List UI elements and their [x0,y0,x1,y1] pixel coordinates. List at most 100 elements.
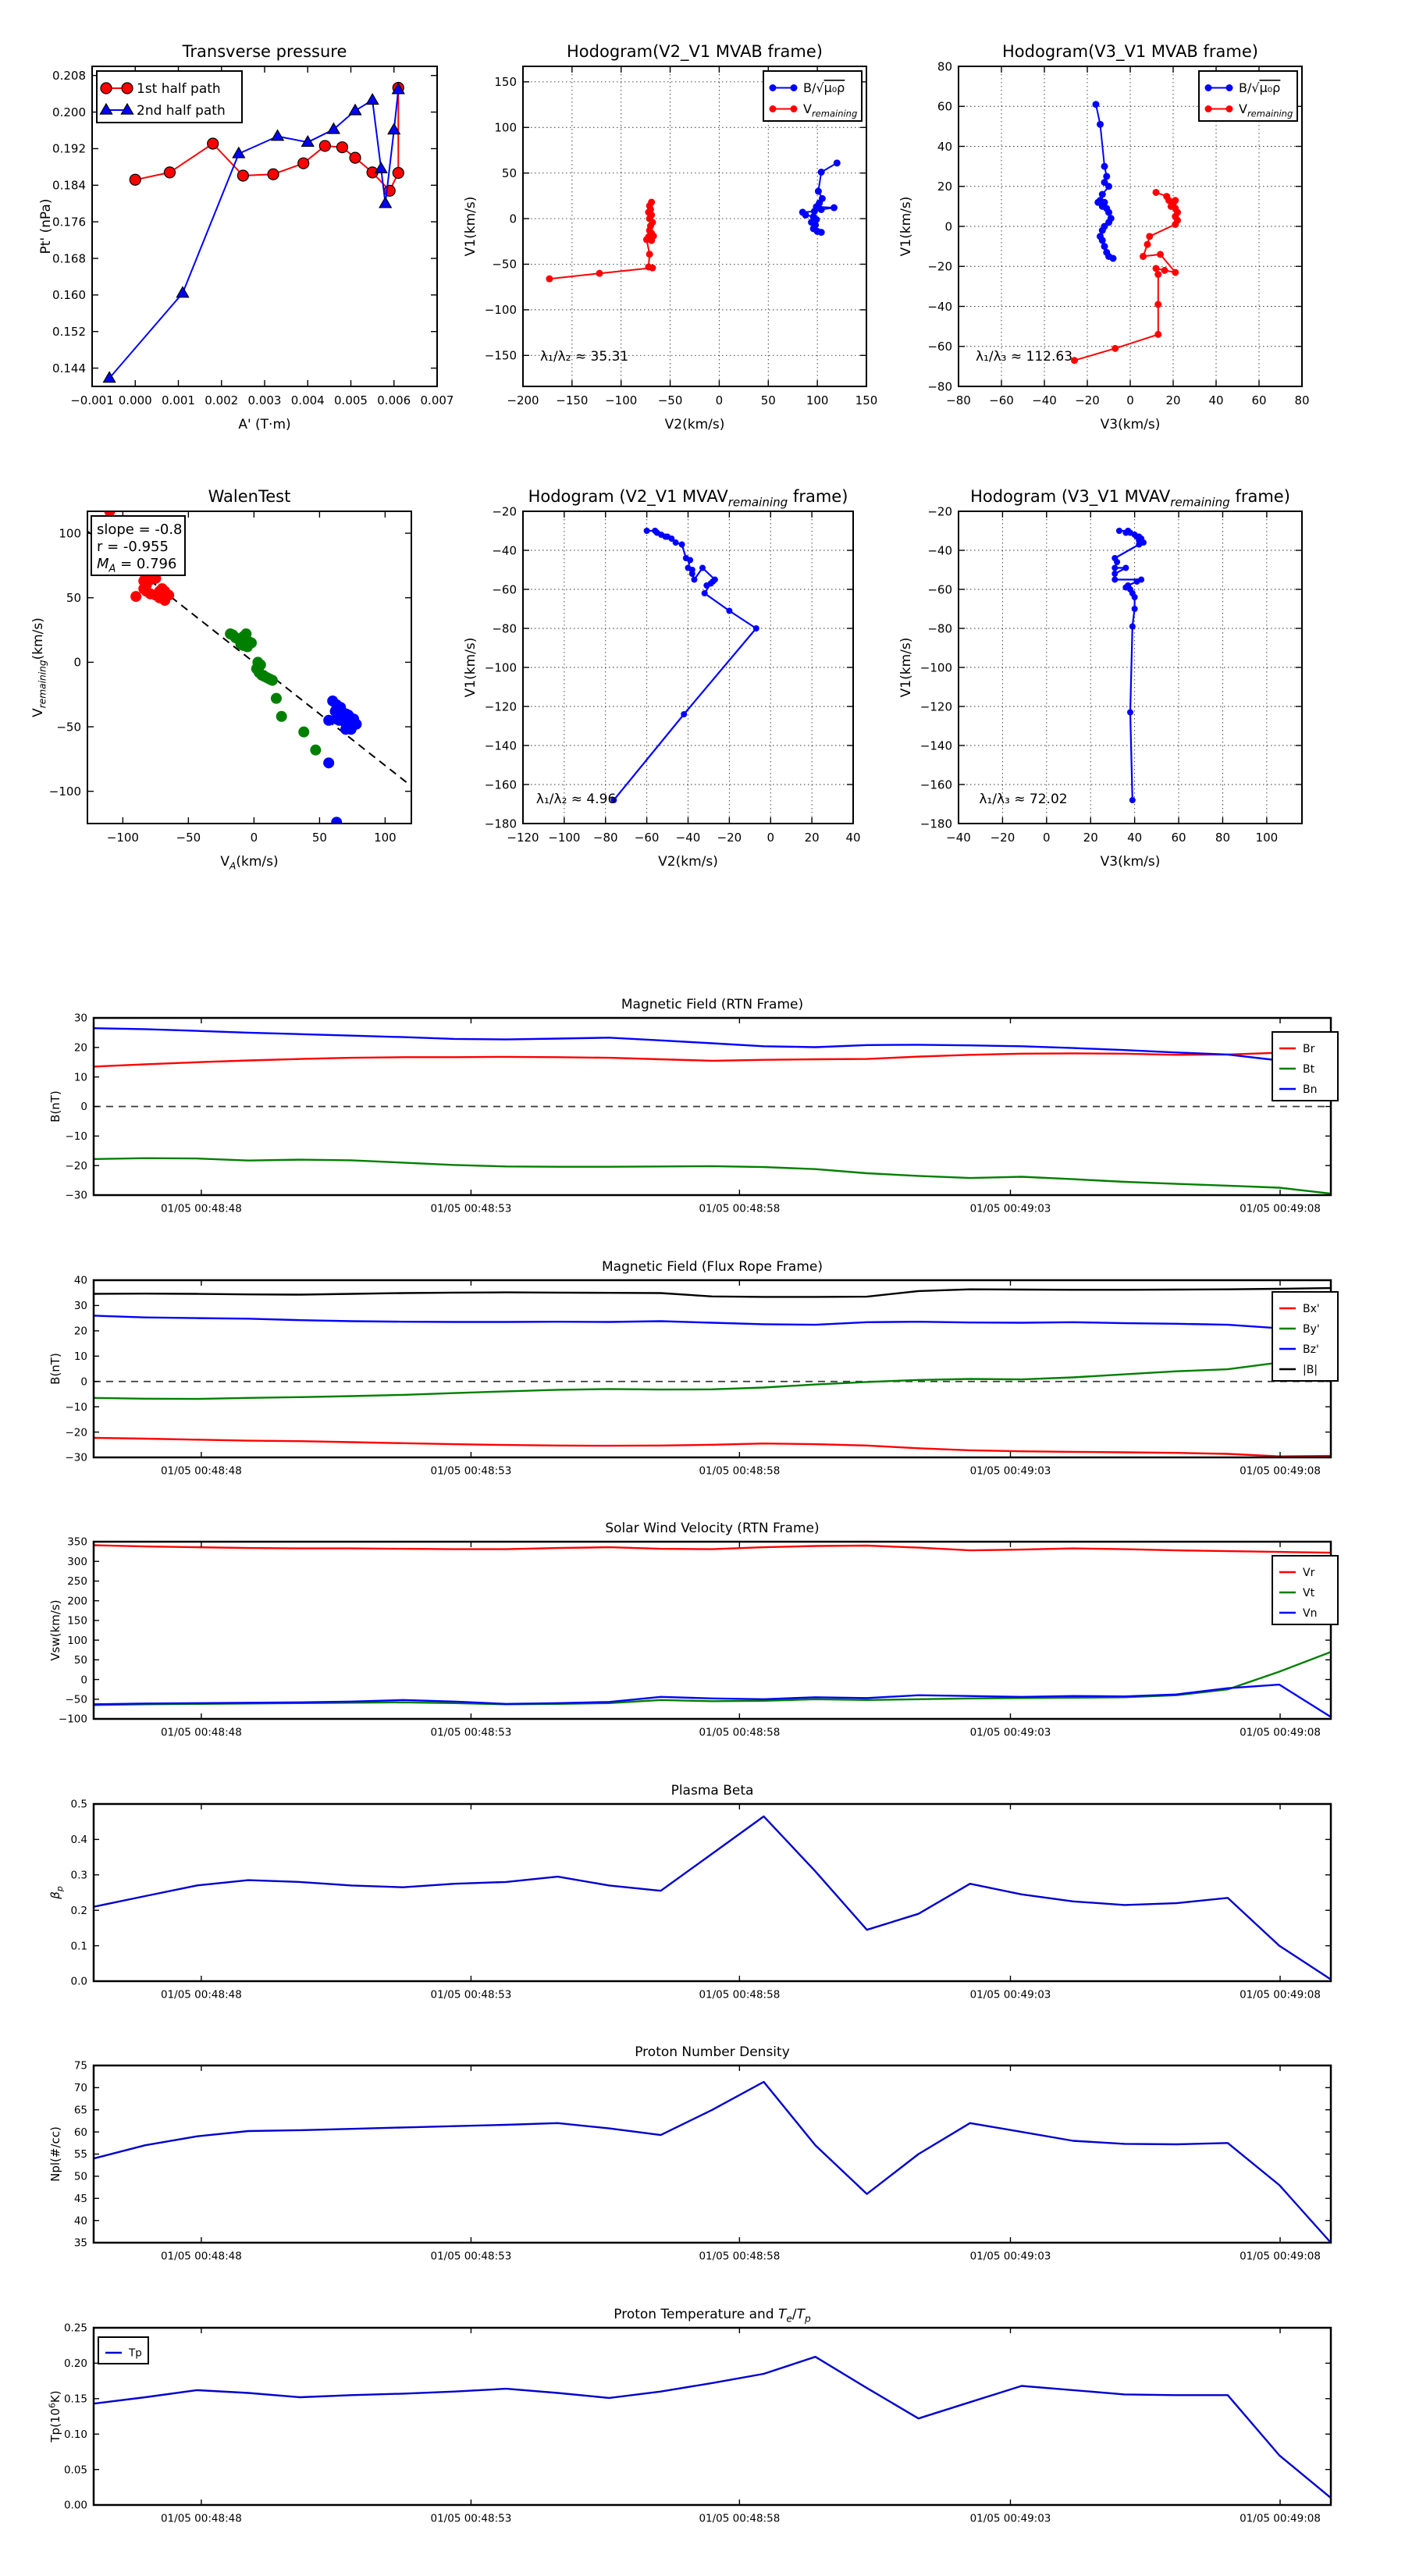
y-tick-label: 35 [74,2237,87,2250]
y-tick-label: 0.3 [71,1870,87,1882]
legend-label-Bz-prime: Bz' [1303,1343,1319,1356]
stats-line: slope = -0.8 [97,521,183,538]
x-tick-label: −100 [605,393,637,407]
y-tick-label: 10 [74,1071,87,1083]
lambda-annotation: λ₁/λ₂ ≈ 35.31 [540,349,628,365]
y-axis-label: V1(km/s) [898,197,914,257]
x-tick-label: 01/05 00:48:53 [431,1203,512,1215]
x-tick-label: 0 [1043,831,1051,845]
y-tick-label: 0.192 [52,142,86,156]
x-tick-label: 01/05 00:48:53 [431,2250,512,2263]
x-tick-label: 0 [716,393,724,407]
x-tick-label: 01/05 00:49:08 [1240,1465,1321,1478]
series-line-By-prime [93,1349,1332,1400]
y-tick-label: −40 [927,300,952,314]
lambda-annotation: λ₁/λ₃ ≈ 112.63 [976,349,1072,365]
y-tick-label: −150 [485,349,517,363]
axes-frame [92,1540,1332,1720]
y-axis-label: B(nT) [48,1091,62,1123]
hodogram-v3v1-mvav: −40 −20 0 20 40 60 80 100 −180 −160 −140 −120 −100 −8… [898,487,1303,870]
y-tick-label: −40 [492,543,517,557]
x-axis-label: V3(km/s) [1101,854,1161,870]
x-tick-label: 01/05 00:49:08 [1240,2250,1321,2263]
legend-label-By-prime: By' [1303,1323,1320,1336]
y-tick-label: 0 [80,1375,87,1388]
y-tick-label: 40 [74,2215,87,2227]
x-tick-label: 0.005 [334,393,368,407]
lambda-annotation: λ₁/λ₂ ≈ 4.96 [536,792,616,807]
y-tick-label: −100 [485,303,517,317]
legend: B/√μ₀ρ Vremaining [1198,70,1298,122]
y-tick-label: 0 [509,212,517,226]
transverse-pressure: −0.001 0.000 0.001 0.002 0.003 0.004 0.005 0.00… [38,42,454,432]
x-tick-label: 0.001 [162,393,195,407]
x-tick-label: 20 [805,831,820,845]
chart-title: Hodogram(V3_V1 MVAB frame) [1002,42,1258,62]
x-tick-label: 80 [1215,831,1230,845]
magnetic-field-flux-rope: 01/05 00:48:48 01/05 00:48:53 01/05 00:48:… [48,1259,1339,1478]
y-axis-label: Pt' (nPa) [38,199,54,254]
x-tick-label: 01/05 00:48:48 [161,1465,242,1478]
y-tick-label: 0.200 [52,105,86,119]
y-tick-label: 0.2 [71,1905,87,1917]
y-tick-label: −180 [920,817,952,831]
x-tick-label: 50 [761,393,776,407]
y-tick-label: 0.10 [64,2428,87,2441]
y-axis-label: Vremaining(km/s) [30,617,48,717]
x-tick-label: −60 [635,831,660,845]
y-tick-label: 0.168 [52,251,86,265]
y-tick-label: −20 [927,260,952,274]
x-tick-label: −80 [946,393,971,407]
x-tick-label: 01/05 00:49:03 [970,1727,1051,1739]
x-tick-label: −20 [991,831,1016,845]
x-tick-label: 01/05 00:48:53 [431,1727,512,1739]
legend-label-b-over-sqrt-mu0rho: B/√μ₀ρ [1239,80,1280,95]
y-tick-label: 75 [74,2060,87,2073]
y-axis-label: Tp(106K) [47,2390,62,2443]
legend-label-Vt: Vt [1303,1587,1315,1599]
x-tick-label: −150 [556,393,588,407]
magnetic-field-rtn: 01/05 00:48:48 01/05 00:48:53 01/05 00:48:… [48,997,1339,1215]
y-tick-label: 10 [74,1350,87,1363]
series-markers-b-over-sqrt-mu0rho [1092,101,1117,262]
chart-title: Transverse pressure [182,42,347,61]
y-tick-label: 0.208 [52,69,86,83]
x-tick-label: −100 [107,831,139,845]
axes-frame [87,511,412,824]
y-axis-label: V1(km/s) [898,638,914,698]
series-markers-walen-middle-cluster [225,628,322,756]
x-tick-label: 01/05 00:48:58 [699,1203,780,1215]
proton-temperature: 01/05 00:48:48 01/05 00:48:53 01/05 00:48:… [47,2307,1332,2525]
x-tick-label: 01/05 00:48:53 [431,1989,512,2001]
y-tick-label: −20 [66,1426,88,1439]
y-tick-label: −30 [66,1190,88,1202]
x-axis-label: V2(km/s) [658,854,718,870]
y-tick-label: 0.05 [64,2464,87,2476]
x-tick-label: 0 [251,831,258,845]
y-tick-label: 40 [74,1275,87,1287]
x-tick-label: 0 [1126,393,1134,407]
x-tick-label: 01/05 00:48:53 [431,1465,512,1478]
chart-title: Proton Temperature and Te/Tp [614,2307,811,2324]
y-tick-label: −160 [920,777,952,792]
y-tick-label: 0 [73,656,81,670]
series-line-Bx-prime [93,1436,1332,1457]
y-tick-label: 0.184 [52,179,86,193]
axes-frame [92,2326,1332,2507]
hodogram-v3v1-mvab: −80 −60 −40 −20 0 20 40 60 80 −80 −60 −40 −20 0 20 40 60… [898,42,1310,432]
series-markers-v-remaining [546,198,657,283]
y-tick-label: −80 [927,379,952,393]
y-tick-label: −100 [59,1713,87,1726]
series-markers-second-half-path [102,82,405,383]
y-tick-label: 0.152 [52,325,86,339]
y-tick-label: −20 [492,504,517,518]
x-tick-label: 01/05 00:48:58 [699,1465,780,1478]
y-tick-label: 50 [66,591,81,605]
y-tick-label: −80 [492,621,517,635]
y-tick-label: 0.00 [64,2500,87,2512]
y-tick-label: −100 [920,660,952,674]
series-line-Bt [93,1157,1332,1195]
y-tick-label: 20 [937,180,952,194]
